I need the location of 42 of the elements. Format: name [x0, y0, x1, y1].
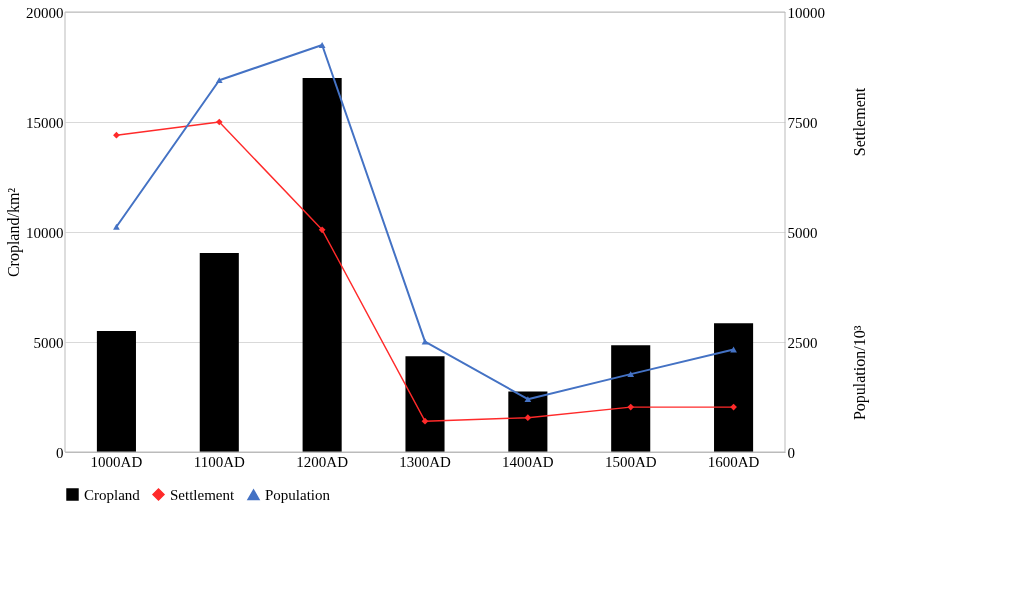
- x-tick-label: 1000AD: [90, 453, 143, 470]
- y-axis-title: Cropland/km²: [5, 187, 23, 278]
- y2-tick-label: 7500: [787, 114, 818, 131]
- y-tick-label: 10000: [26, 224, 64, 241]
- bar: [405, 356, 445, 452]
- point: [215, 77, 223, 84]
- x-tick-label: 1600AD: [707, 453, 760, 470]
- y2-tick-label: 10000: [787, 4, 825, 21]
- bar: [611, 345, 651, 452]
- point: [524, 396, 532, 403]
- y2-axis-title: Settlement: [851, 87, 868, 157]
- bar: [96, 331, 136, 452]
- y2-tick-label: 0: [787, 444, 795, 461]
- y-tick-label: 0: [56, 444, 64, 461]
- legend-label: Population: [265, 486, 331, 503]
- y2-tick-label: 2500: [787, 334, 818, 351]
- x-tick-label: 1500AD: [604, 453, 657, 470]
- point: [627, 403, 635, 411]
- point: [524, 414, 532, 422]
- x-tick-label: 1400AD: [502, 453, 554, 470]
- x-tick-label: 1200AD: [296, 453, 349, 470]
- y-tick-label: 15000: [26, 114, 64, 131]
- bar: [199, 252, 239, 452]
- legend-label: Cropland: [84, 486, 141, 503]
- point: [113, 223, 120, 230]
- bar: [508, 391, 548, 452]
- bar: [714, 323, 754, 452]
- y2-tick-label: 5000: [787, 224, 818, 241]
- x-tick-label: 1300AD: [399, 453, 451, 470]
- x-tick-label: 1100AD: [193, 453, 246, 470]
- point: [318, 42, 326, 48]
- point: [215, 118, 223, 126]
- point: [113, 131, 120, 139]
- y-tick-label: 5000: [33, 334, 64, 351]
- point: [730, 403, 737, 411]
- point: [627, 371, 635, 378]
- legend-label: Settlement: [170, 486, 235, 503]
- y-tick-label: 20000: [26, 4, 64, 21]
- bar: [302, 78, 342, 452]
- point: [318, 226, 326, 234]
- point: [421, 417, 429, 425]
- text: Population/10³: [851, 325, 869, 421]
